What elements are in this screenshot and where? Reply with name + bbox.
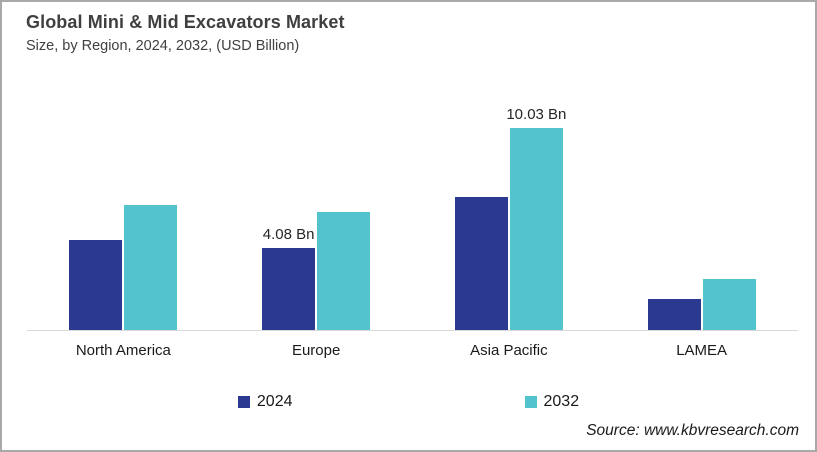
bar-2032-europe (317, 212, 371, 330)
bar-2024-europe: 4.08 Bn (262, 226, 316, 330)
bar-group-lamea (605, 91, 798, 330)
bar-2032-lamea (702, 279, 756, 330)
bar-value-label: 4.08 Bn (262, 226, 315, 243)
bar-2032-asia-pacific: 10.03 Bn (506, 106, 566, 330)
x-axis-line (27, 330, 798, 331)
bar-value-label: 10.03 Bn (506, 106, 567, 123)
bar-2032-north-america (124, 205, 178, 330)
bar-group-europe: 4.08 Bn (220, 91, 413, 330)
legend-item-2024: 2024 (237, 393, 293, 411)
legend-label: 2024 (256, 393, 293, 410)
legend-swatch-icon (524, 396, 537, 408)
legend: 2024 2032 (2, 393, 815, 411)
x-axis-label-lamea: LAMEA (676, 342, 728, 359)
x-axis-label-north-america: North America (75, 342, 171, 359)
bar-2024-asia-pacific (454, 197, 508, 330)
chart-title: Global Mini & Mid Excavators Market (26, 12, 345, 32)
legend-label: 2032 (543, 393, 580, 410)
bar-group-asia-pacific: 10.03 Bn (413, 91, 606, 330)
bar-2024-north-america (69, 240, 123, 330)
bar-2024-lamea (647, 299, 701, 330)
plot-area: 4.08 Bn 10.03 Bn North America Europe Asia … (27, 91, 798, 359)
x-axis-label-europe: Europe (291, 342, 341, 359)
chart-subtitle: Size, by Region, 2024, 2032, (USD Billio… (26, 38, 300, 54)
legend-swatch-icon (237, 396, 250, 408)
x-axis-labels: North America Europe Asia Pacific LAMEA (27, 342, 798, 359)
bar-group-north-america (27, 91, 220, 330)
legend-item-2032: 2032 (524, 393, 580, 411)
chart-header: Global Mini & Mid Excavators Market Size… (26, 12, 345, 54)
bars-container: 4.08 Bn 10.03 Bn (27, 91, 798, 330)
x-axis-label-asia-pacific: Asia Pacific (470, 342, 548, 359)
source-credit: Source: www.kbvresearch.com (586, 422, 799, 439)
